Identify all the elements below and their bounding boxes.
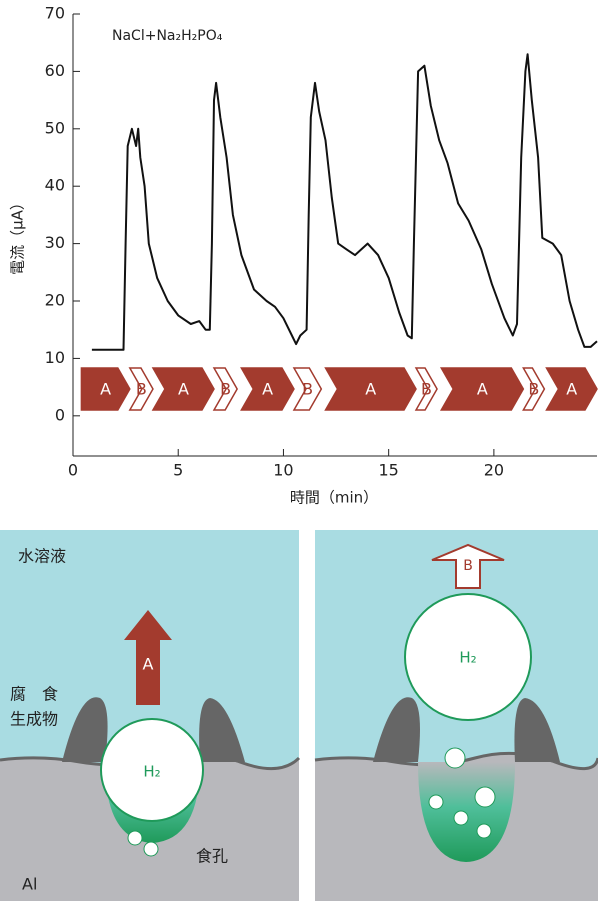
x-tick-label: 0 xyxy=(68,461,78,480)
bubble xyxy=(454,811,468,825)
phase-label: B xyxy=(528,380,539,399)
bubble xyxy=(477,824,491,838)
chart-annotation: NaCl+Na₂H₂PO₄ xyxy=(112,28,223,44)
phase-label: A xyxy=(566,380,577,399)
x-tick-label: 10 xyxy=(273,461,293,480)
label: 腐 食 xyxy=(10,685,58,704)
phase-label: A xyxy=(262,380,273,399)
bubble xyxy=(128,831,142,845)
phase-label: A xyxy=(365,380,376,399)
label: 生成物 xyxy=(10,710,58,729)
label: Al xyxy=(22,875,37,894)
y-tick-label: 30 xyxy=(45,233,65,252)
phase-label: B xyxy=(421,380,432,399)
phase-label: B xyxy=(220,380,231,399)
bubble xyxy=(144,842,158,856)
y-tick-label: 60 xyxy=(45,61,65,80)
phase-label: A xyxy=(178,380,189,399)
y-tick-label: 50 xyxy=(45,118,65,137)
bubble xyxy=(475,787,495,807)
x-axis-title: 時間（min） xyxy=(290,489,378,507)
label: 水溶液 xyxy=(18,547,66,566)
gas-label: H₂ xyxy=(459,649,476,667)
x-tick-label: 20 xyxy=(484,461,504,480)
phase-label: B xyxy=(136,380,147,399)
gas-label: H₂ xyxy=(143,763,160,781)
bubble xyxy=(429,795,443,809)
y-axis-title: 電流（μA） xyxy=(9,195,27,275)
line xyxy=(92,54,597,350)
label: 食孔 xyxy=(196,847,228,866)
figure: NaCl+Na₂H₂PO₄ 電流（μA） 時間（min） 01020304050… xyxy=(0,0,598,901)
bubble xyxy=(445,748,465,768)
plot-area: 0 10 20 30 40 50 60 70 0 5 10 15 20 A B A B A B A B A B A xyxy=(45,4,597,480)
y-tick-label: 40 xyxy=(45,176,65,195)
y-tick-label: 0 xyxy=(55,405,65,424)
left-panel: A H₂ 水溶液 腐 食 生成物 食孔 Al xyxy=(0,530,299,901)
x-tick-label: 5 xyxy=(173,461,183,480)
x-tick-label: 15 xyxy=(378,461,398,480)
y-tick-label: 10 xyxy=(45,348,65,367)
phase-label: A xyxy=(477,380,488,399)
arrow-label: B xyxy=(463,558,473,574)
arrow-label: A xyxy=(143,655,154,674)
y-tick-label: 70 xyxy=(45,4,65,23)
phase-label: A xyxy=(100,380,111,399)
y-tick-label: 20 xyxy=(45,291,65,310)
right-panel: B H₂ xyxy=(315,530,598,901)
phase-label: B xyxy=(302,380,313,399)
